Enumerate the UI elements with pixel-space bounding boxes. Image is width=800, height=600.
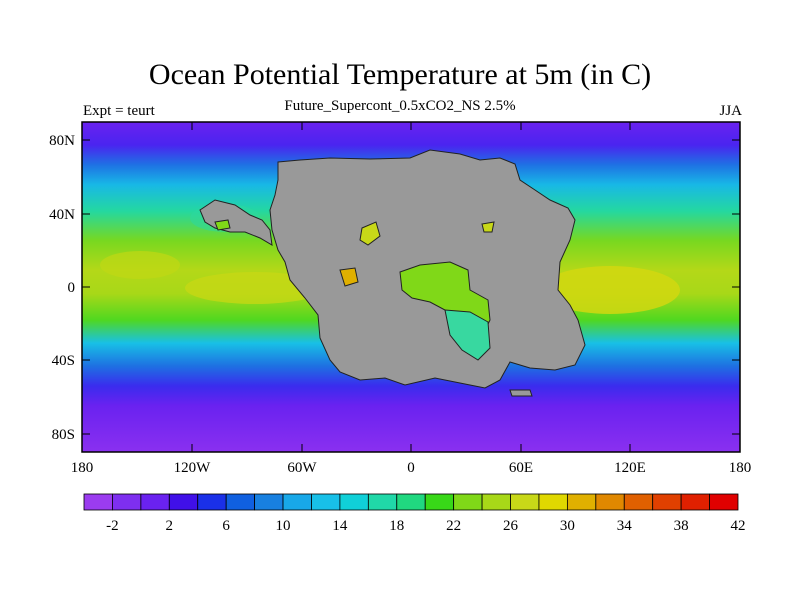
lon-labels: 180 120W 60W 0 60E 120E 180 <box>71 460 752 476</box>
map-subtitle: Future_Supercont_0.5xCO2_NS 2.5% <box>284 98 516 114</box>
lat-label-80n: 80N <box>49 133 75 149</box>
lat-labels: 80N 40N 0 40S 80S <box>49 133 75 443</box>
colorbar-box <box>623 493 654 511</box>
colorbar-box <box>424 493 455 511</box>
lon-label-120e: 120E <box>614 460 646 476</box>
colorbar-label: 42 <box>731 518 746 534</box>
lat-axis <box>82 139 740 435</box>
lon-label-0: 0 <box>407 460 415 476</box>
colorbar-box <box>481 493 511 511</box>
lat-label-0: 0 <box>68 280 76 296</box>
colorbar-box <box>538 493 568 511</box>
colorbar-label: 26 <box>503 518 519 534</box>
lon-label-180w: 180 <box>71 460 94 476</box>
colorbar-label: 30 <box>560 518 575 534</box>
map-title: Ocean Potential Temperature at 5m (in C) <box>148 58 652 91</box>
lon-axis <box>81 122 741 452</box>
colorbar-box <box>680 493 710 511</box>
lat-label-40n: 40N <box>49 207 75 223</box>
lat-label-40s: 40S <box>52 353 75 369</box>
colorbar-box <box>282 493 312 511</box>
colorbar-box <box>83 493 113 511</box>
colorbar-label: 2 <box>166 518 174 534</box>
colorbar-box <box>311 493 341 511</box>
colorbar <box>83 493 739 511</box>
lon-label-60e: 60E <box>509 460 533 476</box>
lon-label-180e: 180 <box>729 460 752 476</box>
colorbar-box <box>566 493 597 511</box>
colorbar-label: 6 <box>222 518 230 534</box>
colorbar-box <box>112 493 142 511</box>
colorbar-labels: -2 2 6 10 14 18 22 26 30 34 38 42 <box>106 518 745 534</box>
colorbar-box <box>652 493 682 511</box>
colorbar-label: 38 <box>674 518 689 534</box>
lat-label-80s: 80S <box>52 427 75 443</box>
colorbar-box <box>367 493 398 511</box>
colorbar-box <box>197 493 227 511</box>
colorbar-box <box>595 493 625 511</box>
colorbar-box <box>225 493 255 511</box>
lon-label-60w: 60W <box>287 460 317 476</box>
colorbar-box <box>140 493 170 511</box>
colorbar-label: 34 <box>617 518 633 534</box>
lon-label-120w: 120W <box>174 460 212 476</box>
season-label: JJA <box>719 103 742 119</box>
colorbar-box <box>254 493 284 511</box>
colorbar-label: -2 <box>106 518 119 534</box>
colorbar-box <box>510 493 540 511</box>
experiment-label: Expt = teurt <box>83 103 155 119</box>
colorbar-box <box>396 493 426 511</box>
colorbar-label: 18 <box>389 518 404 534</box>
colorbar-label: 22 <box>446 518 461 534</box>
colorbar-box <box>453 493 483 511</box>
inland-seas <box>214 219 495 361</box>
colorbar-label: 14 <box>332 518 348 534</box>
colorbar-box <box>168 493 199 511</box>
colorbar-box <box>339 493 369 511</box>
colorbar-box <box>709 493 739 511</box>
colorbar-label: 10 <box>276 518 291 534</box>
